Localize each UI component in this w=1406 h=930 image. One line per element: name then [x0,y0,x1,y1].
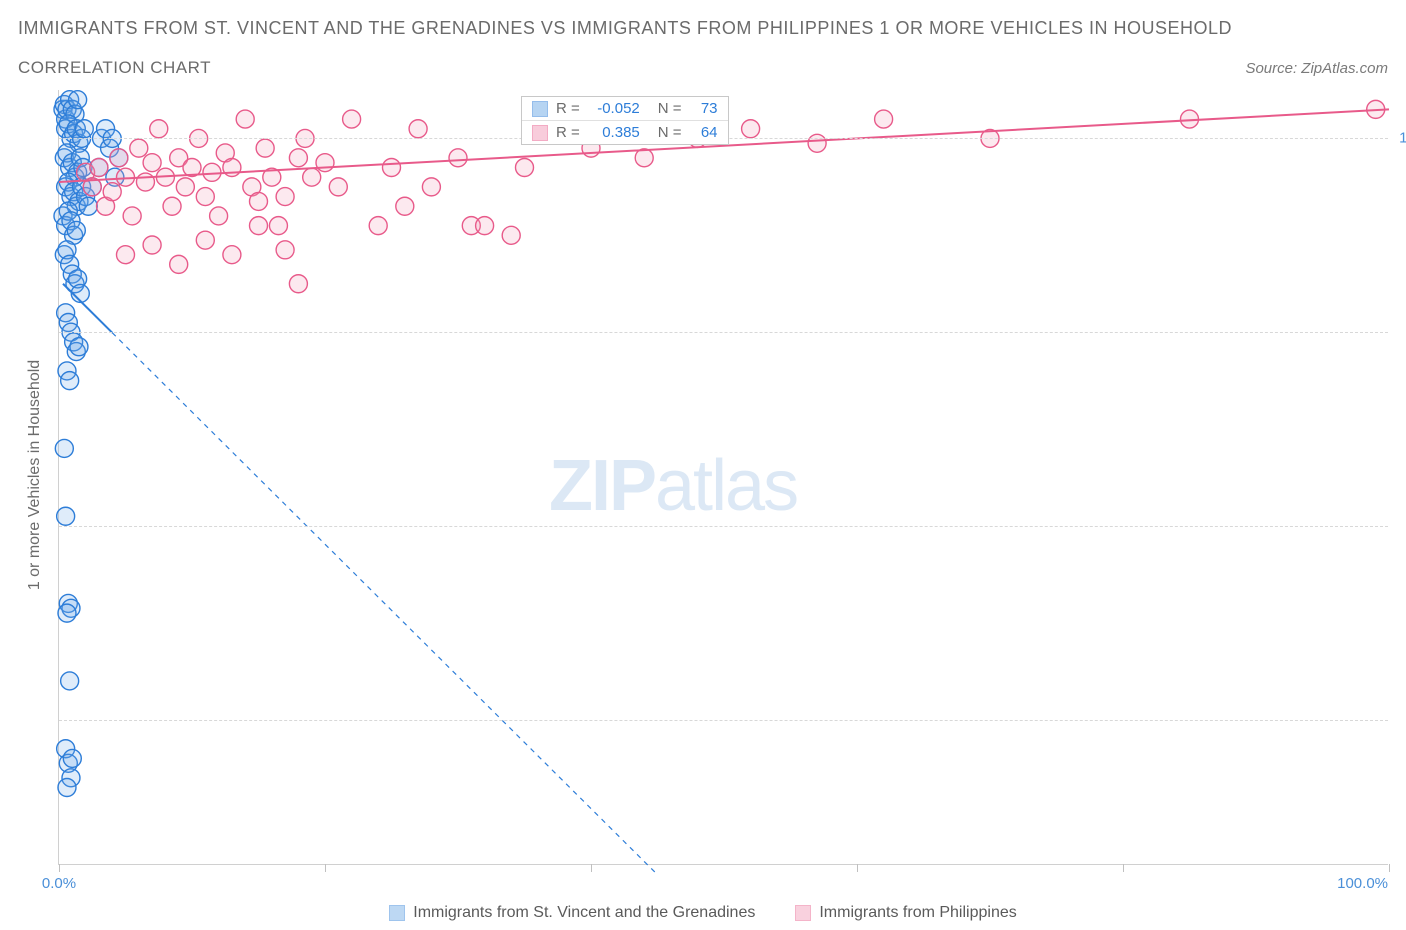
x-tick-label: 0.0% [42,875,76,892]
stat-r-value: 0.385 [588,124,640,141]
scatter-point [875,110,893,128]
scatter-point [476,217,494,235]
scatter-point [742,120,760,138]
scatter-point [176,178,194,196]
scatter-point [61,372,79,390]
scatter-point [343,110,361,128]
source-attribution: Source: ZipAtlas.com [1245,60,1388,77]
gridline [59,332,1388,333]
scatter-point [103,183,121,201]
scatter-point [250,192,268,210]
stat-r-value: -0.052 [588,100,640,117]
legend: Immigrants from St. Vincent and the Gren… [0,904,1406,922]
scatter-point [58,779,76,797]
scatter-point [55,439,73,457]
legend-swatch [795,905,811,921]
y-axis-title: 1 or more Vehicles in Household [26,360,44,590]
stats-box: R = -0.052 N = 73 R = 0.385 N = 64 [521,96,729,145]
scatter-point [276,188,294,206]
x-tick [591,864,592,872]
legend-item: Immigrants from Philippines [795,904,1016,922]
scatter-point [250,217,268,235]
scatter-point [369,217,387,235]
scatter-point [196,188,214,206]
scatter-point [163,197,181,215]
scatter-point [196,231,214,249]
stat-n-value: 73 [690,100,718,117]
scatter-point [236,110,254,128]
scatter-point [67,221,85,239]
scatter-point [150,120,168,138]
chart-subtitle: CORRELATION CHART [18,58,211,78]
legend-item: Immigrants from St. Vincent and the Gren… [389,904,755,922]
stats-row: R = -0.052 N = 73 [522,97,728,120]
scatter-point [635,149,653,167]
legend-swatch [389,905,405,921]
legend-label: Immigrants from St. Vincent and the Gren… [413,904,755,922]
stat-n-label: N = [658,100,682,117]
scatter-point [210,207,228,225]
chart-title: IMMIGRANTS FROM ST. VINCENT AND THE GREN… [18,18,1232,39]
scatter-point [136,173,154,191]
y-tick-label: 100.0% [1399,130,1406,147]
scatter-point [58,604,76,622]
scatter-point [79,197,97,215]
series-swatch [532,101,548,117]
scatter-point [502,226,520,244]
x-tick [857,864,858,872]
scatter-point [289,275,307,293]
scatter-point [170,255,188,273]
scatter-point [303,168,321,186]
scatter-point [276,241,294,259]
scatter-point [256,139,274,157]
stats-row: R = 0.385 N = 64 [522,120,728,144]
scatter-point [383,159,401,177]
x-tick [1389,864,1390,872]
chart-plot-area: ZIPatlas 40.0%60.0%80.0%100.0%0.0%100.0%… [58,90,1388,865]
gridline [59,526,1388,527]
scatter-point [69,91,87,109]
scatter-point [316,154,334,172]
scatter-point [117,246,135,264]
scatter-point [516,159,534,177]
scatter-point [329,178,347,196]
scatter-point [110,149,128,167]
scatter-point [75,120,93,138]
scatter-point [143,154,161,172]
trend-line-dashed [112,333,657,875]
stat-n-value: 64 [690,124,718,141]
x-tick [1123,864,1124,872]
scatter-svg [59,90,1388,864]
gridline [59,720,1388,721]
scatter-point [130,139,148,157]
legend-label: Immigrants from Philippines [819,904,1016,922]
scatter-point [409,120,427,138]
scatter-point [289,149,307,167]
x-tick [59,864,60,872]
x-tick [325,864,326,872]
stat-n-label: N = [658,124,682,141]
scatter-point [449,149,467,167]
scatter-point [269,217,287,235]
scatter-point [63,749,81,767]
series-swatch [532,125,548,141]
scatter-point [61,672,79,690]
scatter-point [808,134,826,152]
stat-r-label: R = [556,100,580,117]
scatter-point [396,197,414,215]
scatter-point [123,207,141,225]
x-tick-label: 100.0% [1337,875,1388,892]
scatter-point [57,507,75,525]
scatter-point [70,338,88,356]
scatter-point [223,246,241,264]
subtitle-row: CORRELATION CHART Source: ZipAtlas.com [18,58,1388,78]
scatter-point [90,159,108,177]
scatter-point [422,178,440,196]
scatter-point [143,236,161,254]
stat-r-label: R = [556,124,580,141]
